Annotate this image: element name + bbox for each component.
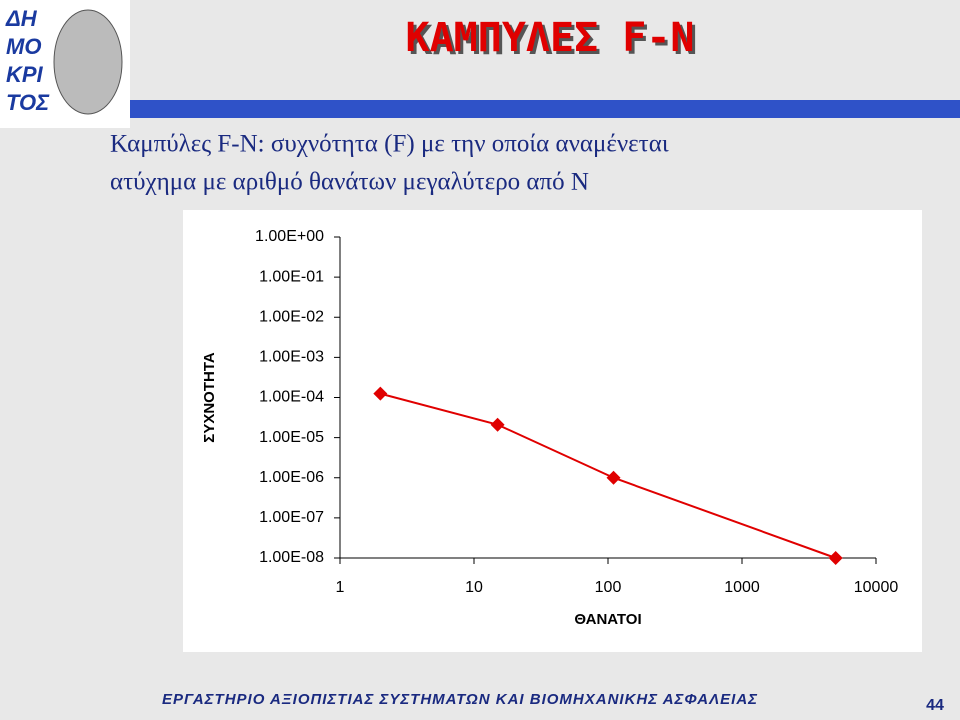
- logo-bust: [53, 9, 123, 115]
- data-point: [490, 417, 505, 432]
- data-line: [380, 392, 837, 559]
- data-point: [373, 386, 388, 401]
- logo-line: ΜΟ: [6, 34, 41, 59]
- logo-line: ΚΡΙ: [6, 62, 44, 87]
- y-axis-label: ΣΥΧΝΟΤΗΤΑ: [201, 352, 218, 443]
- x-tick-label: 10: [465, 579, 483, 596]
- footer: ΕΡΓΑΣΤΗΡΙΟ ΑΞΙΟΠΙΣΤΙΑΣ ΣΥΣΤΗΜΑΤΩΝ ΚΑΙ ΒΙ…: [162, 691, 758, 708]
- x-tick-label: 100: [595, 579, 622, 596]
- y-tick-label: 1.00E+00: [255, 228, 324, 245]
- page-number: 44: [926, 697, 944, 714]
- data-point: [828, 551, 843, 565]
- logo-line: ΔΗ: [5, 6, 38, 31]
- x-tick-label: 10000: [854, 579, 899, 596]
- logo-line: ΤΟΣ: [6, 90, 50, 115]
- y-tick-label: 1.00E-03: [259, 349, 324, 366]
- title-bar: [130, 100, 960, 118]
- subtitle: ατύχημα με αριθμό θανάτων μεγαλύτερο από…: [110, 169, 589, 196]
- x-tick-label: 1000: [724, 579, 760, 596]
- chart-area: [183, 210, 922, 652]
- x-axis-label: ΘΑΝΑΤΟΙ: [574, 611, 641, 628]
- subtitle: Καμπύλες F-N: συχνότητα (F) με την οποία…: [110, 131, 669, 158]
- data-point: [606, 470, 621, 485]
- title-shadow: ΚΑΜΠΥΛΕΣ F-N: [409, 18, 698, 64]
- y-tick-label: 1.00E-07: [259, 509, 324, 526]
- slide-title: ΚΑΜΠΥΛΕΣ F-N: [406, 15, 695, 61]
- chart: 1.00E+00 1.00E-01 1.00E-02 1.00E-03 1.00E-04…: [201, 228, 898, 628]
- logo-text: ΔΗ ΜΟ ΚΡΙ ΤΟΣ: [5, 6, 50, 115]
- y-tick-label: 1.00E-06: [259, 469, 324, 486]
- y-tick-label: 1.00E-01: [259, 268, 324, 285]
- y-tick-label: 1.00E-02: [259, 308, 324, 325]
- y-tick-label: 1.00E-08: [259, 549, 324, 566]
- y-tick-label: 1.00E-04: [259, 389, 324, 406]
- x-tick-label: 1: [336, 579, 345, 596]
- y-tick-label: 1.00E-05: [259, 429, 324, 446]
